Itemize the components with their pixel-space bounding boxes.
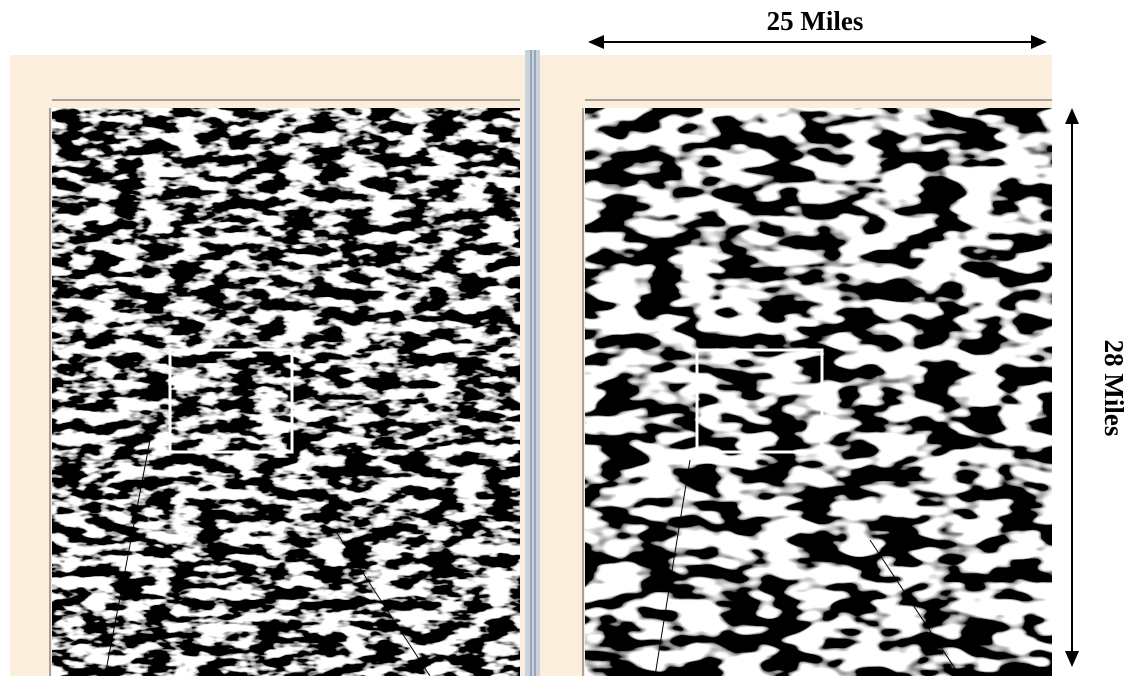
arrow-head	[588, 35, 604, 49]
arrow-head	[1031, 35, 1047, 49]
height-label: 28 Miles	[1099, 340, 1129, 437]
left-panel	[10, 55, 525, 676]
arrow-head	[1065, 108, 1079, 124]
right-panel	[540, 55, 1052, 676]
figure: 25 Miles 28 Miles	[0, 0, 1135, 676]
page: 25 Miles 28 Miles (() => { const data = …	[0, 0, 1135, 676]
divider	[525, 50, 540, 676]
width-label: 25 Miles	[767, 6, 864, 36]
height-scale: 28 Miles	[1065, 108, 1129, 667]
arrow-head	[1065, 651, 1079, 667]
width-scale: 25 Miles	[588, 6, 1047, 49]
